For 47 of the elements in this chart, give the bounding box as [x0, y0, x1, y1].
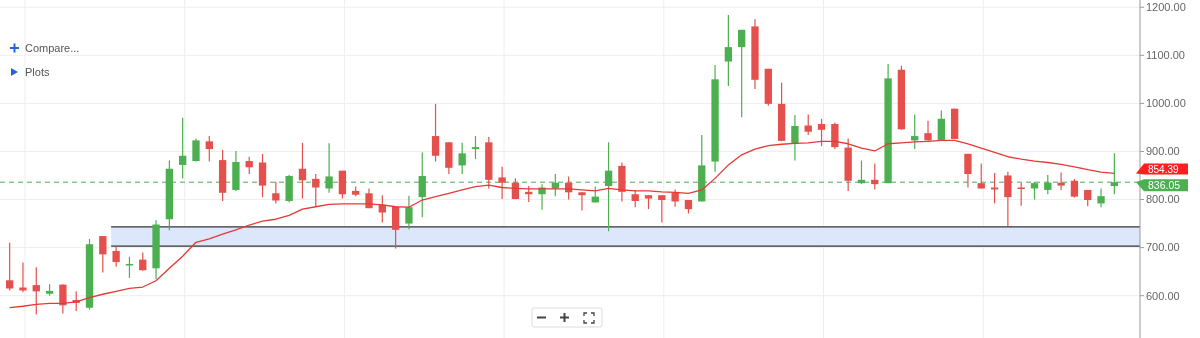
candlestick [32, 266, 40, 316]
candlestick [312, 173, 320, 207]
annotation: Compare... [25, 41, 80, 54]
candlestick [471, 135, 480, 160]
y-tick-label: 900.00 [1146, 145, 1180, 158]
candlestick [405, 195, 413, 230]
text: 854.39 [1148, 163, 1180, 175]
y-tick-label: 800.00 [1146, 193, 1180, 206]
candlestick [738, 29, 746, 118]
annotation: Plots [25, 65, 50, 78]
candlestick [431, 103, 440, 163]
candlestick [338, 170, 347, 200]
candlestick [791, 114, 799, 162]
candlestick [59, 283, 67, 315]
y-tick-label: 600.00 [1146, 289, 1180, 302]
candlestick [937, 109, 945, 141]
candlestick [964, 153, 972, 189]
candlestick [205, 135, 213, 163]
candlestick [192, 137, 200, 163]
ref-line-label: 836.05 [1148, 178, 1181, 191]
y-tick-label: 700.00 [1146, 241, 1180, 254]
candlestick [817, 118, 826, 147]
candlestick [804, 113, 812, 136]
candlestick [5, 242, 14, 291]
candlestick [1097, 187, 1105, 208]
candlestick [298, 142, 307, 200]
y-tick-label: 1000.00 [1146, 97, 1186, 110]
candlestick [977, 162, 985, 190]
candlestick [458, 142, 466, 175]
candlestick [179, 117, 187, 179]
candlestick [258, 153, 267, 198]
y-tick-label: 1200.00 [1146, 1, 1186, 14]
candlestick [724, 14, 733, 87]
candlestick [99, 235, 107, 274]
candlestick [391, 206, 400, 250]
candlestick [1070, 178, 1079, 199]
candlestick [139, 251, 147, 272]
candlestick [498, 166, 506, 200]
candlestick [1057, 172, 1065, 191]
candlestick [578, 191, 586, 212]
candlestick [831, 122, 839, 150]
candlestick [112, 246, 120, 268]
y-tick-label: 1100.00 [1146, 49, 1185, 62]
candlestick [272, 181, 280, 204]
candlestick [1004, 171, 1012, 227]
candlestick [658, 194, 666, 224]
candlestick [378, 194, 386, 224]
